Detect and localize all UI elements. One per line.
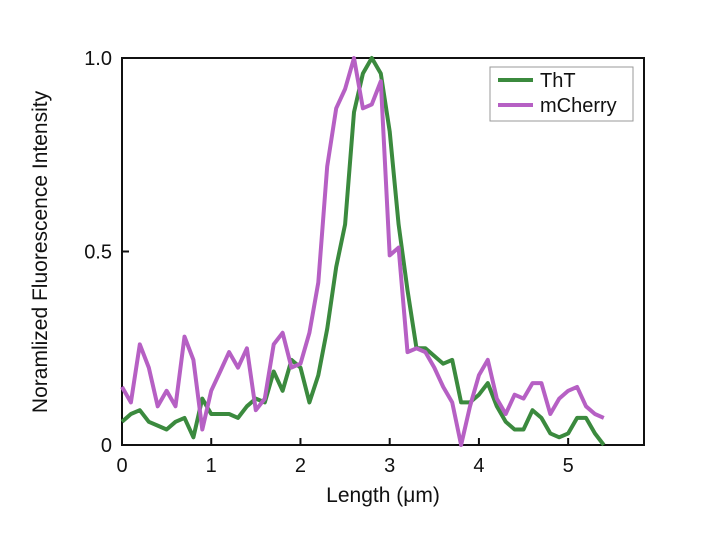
x-axis-title: Length (μm) [326,484,440,507]
x-tick-label: 3 [384,455,395,477]
y-axis: 0 0.5 1.0 [84,48,129,457]
legend-label-mcherry: mCherry [540,95,617,117]
y-axis-title: Noramlized Fluorescence Intensity [29,90,52,413]
y-tick-label: 0 [101,435,112,457]
x-axis: 0 1 2 3 4 5 [116,438,574,477]
legend-label-tht: ThT [540,70,576,92]
legend-box [489,66,634,122]
x-tick-label: 1 [206,455,217,477]
series-line-tht [120,56,606,447]
x-tick-label: 4 [473,455,484,477]
y-tick-label: 1.0 [84,48,112,70]
y-tick-label: 0.5 [84,242,112,264]
x-tick-label: 0 [116,455,127,477]
series-line-mcherry [120,56,605,447]
x-tick-label: 2 [295,455,306,477]
series-lines [120,56,606,447]
legend: ThT mCherry [489,66,634,122]
x-tick-label: 5 [563,455,574,477]
